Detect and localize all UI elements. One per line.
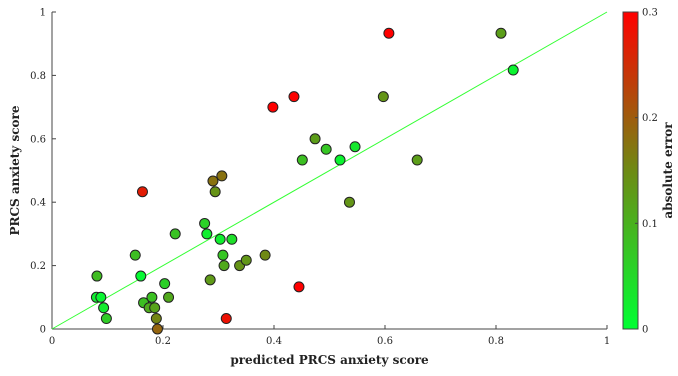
- x-tick-label: 0.8: [488, 336, 504, 347]
- data-point: [240, 254, 252, 266]
- data-point: [377, 91, 389, 103]
- y-tick-label: 1: [40, 8, 46, 19]
- data-point: [204, 274, 216, 286]
- x-axis-title: predicted PRCS anxiety score: [230, 353, 429, 367]
- data-point: [320, 143, 332, 155]
- data-point: [98, 302, 110, 314]
- data-point: [214, 233, 226, 245]
- data-point: [149, 302, 161, 314]
- data-point: [267, 101, 279, 113]
- y-tick-label: 0.4: [30, 198, 46, 209]
- colorbar-tick-label: 0.3: [642, 8, 658, 19]
- data-point: [207, 175, 219, 187]
- data-point: [334, 154, 346, 166]
- colorbar-tick-label: 0.2: [642, 113, 658, 124]
- colorbar-tick-label: 0: [642, 325, 648, 336]
- data-point: [259, 249, 271, 261]
- data-point: [209, 186, 221, 198]
- data-point: [163, 291, 175, 303]
- data-point: [199, 217, 211, 229]
- data-point: [100, 313, 112, 325]
- x-tick-label: 0: [49, 336, 55, 347]
- data-point: [343, 196, 355, 208]
- colorbar-tick-label: 0.1: [642, 219, 658, 230]
- data-point: [296, 154, 308, 166]
- y-tick-label: 0: [40, 325, 46, 336]
- x-tick-label: 1: [604, 336, 610, 347]
- data-point: [136, 186, 148, 198]
- axes: 0 0.2 0.4 0.6 0.8 1 0 0.2 0.4 0.6 0.8 1: [30, 8, 610, 348]
- data-point: [349, 141, 361, 153]
- data-point: [201, 228, 213, 240]
- data-points: [90, 27, 519, 335]
- data-point: [150, 313, 162, 325]
- x-tick-label: 0.2: [155, 336, 171, 347]
- data-point: [309, 133, 321, 145]
- y-axis-title: PRCS anxiety score: [8, 105, 22, 235]
- data-point: [159, 278, 171, 290]
- colorbar: 0 0.1 0.2 0.3: [622, 8, 658, 336]
- data-point: [217, 249, 229, 261]
- data-point: [151, 323, 163, 335]
- data-point: [220, 313, 232, 325]
- y-tick-label: 0.8: [30, 71, 46, 82]
- data-point: [218, 260, 230, 272]
- identity-line: [51, 11, 608, 330]
- data-point: [91, 270, 103, 282]
- data-point: [293, 281, 305, 293]
- reference-line-group: [51, 11, 608, 330]
- data-point: [146, 291, 158, 303]
- colorbar-title: absolute error: [661, 122, 675, 219]
- y-tick-label: 0.6: [30, 134, 46, 145]
- data-point: [135, 270, 147, 282]
- y-tick-label: 0.2: [30, 261, 46, 272]
- colorbar-gradient: [622, 11, 639, 330]
- data-point: [129, 249, 141, 261]
- data-point: [226, 233, 238, 245]
- x-tick-label: 0.4: [266, 336, 282, 347]
- x-tick-label: 0.6: [377, 336, 393, 347]
- data-point: [216, 170, 228, 182]
- data-point: [383, 27, 395, 39]
- data-point: [288, 91, 300, 103]
- data-point: [495, 27, 507, 39]
- data-point: [507, 64, 519, 76]
- data-point: [95, 291, 107, 303]
- data-point: [169, 228, 181, 240]
- data-point: [411, 154, 423, 166]
